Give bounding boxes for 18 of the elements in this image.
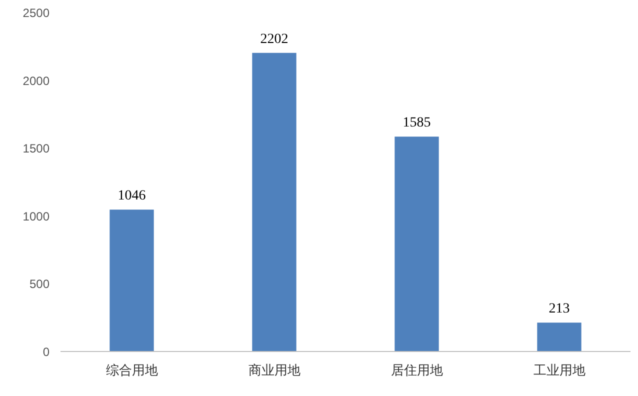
bar bbox=[252, 52, 296, 352]
data-label: 2202 bbox=[260, 32, 288, 47]
bar bbox=[537, 322, 582, 352]
y-tick-label: 500 bbox=[29, 277, 50, 292]
x-tick-label: 综合用地 bbox=[106, 362, 158, 378]
y-tick-label: 1000 bbox=[22, 209, 50, 224]
y-tick-label: 2000 bbox=[22, 74, 50, 88]
y-tick-label: 0 bbox=[42, 345, 50, 359]
bar bbox=[394, 136, 439, 352]
x-tick-label: 商业用地 bbox=[248, 362, 300, 378]
data-label: 1046 bbox=[118, 188, 146, 204]
data-label: 1585 bbox=[402, 116, 431, 131]
x-tick-label: 工业用地 bbox=[533, 362, 586, 378]
y-tick-label: 1500 bbox=[22, 142, 50, 156]
data-label: 213 bbox=[548, 302, 570, 317]
bar bbox=[110, 210, 154, 352]
x-tick-label: 居住用地 bbox=[390, 362, 443, 378]
y-tick-label: 2500 bbox=[22, 6, 50, 20]
